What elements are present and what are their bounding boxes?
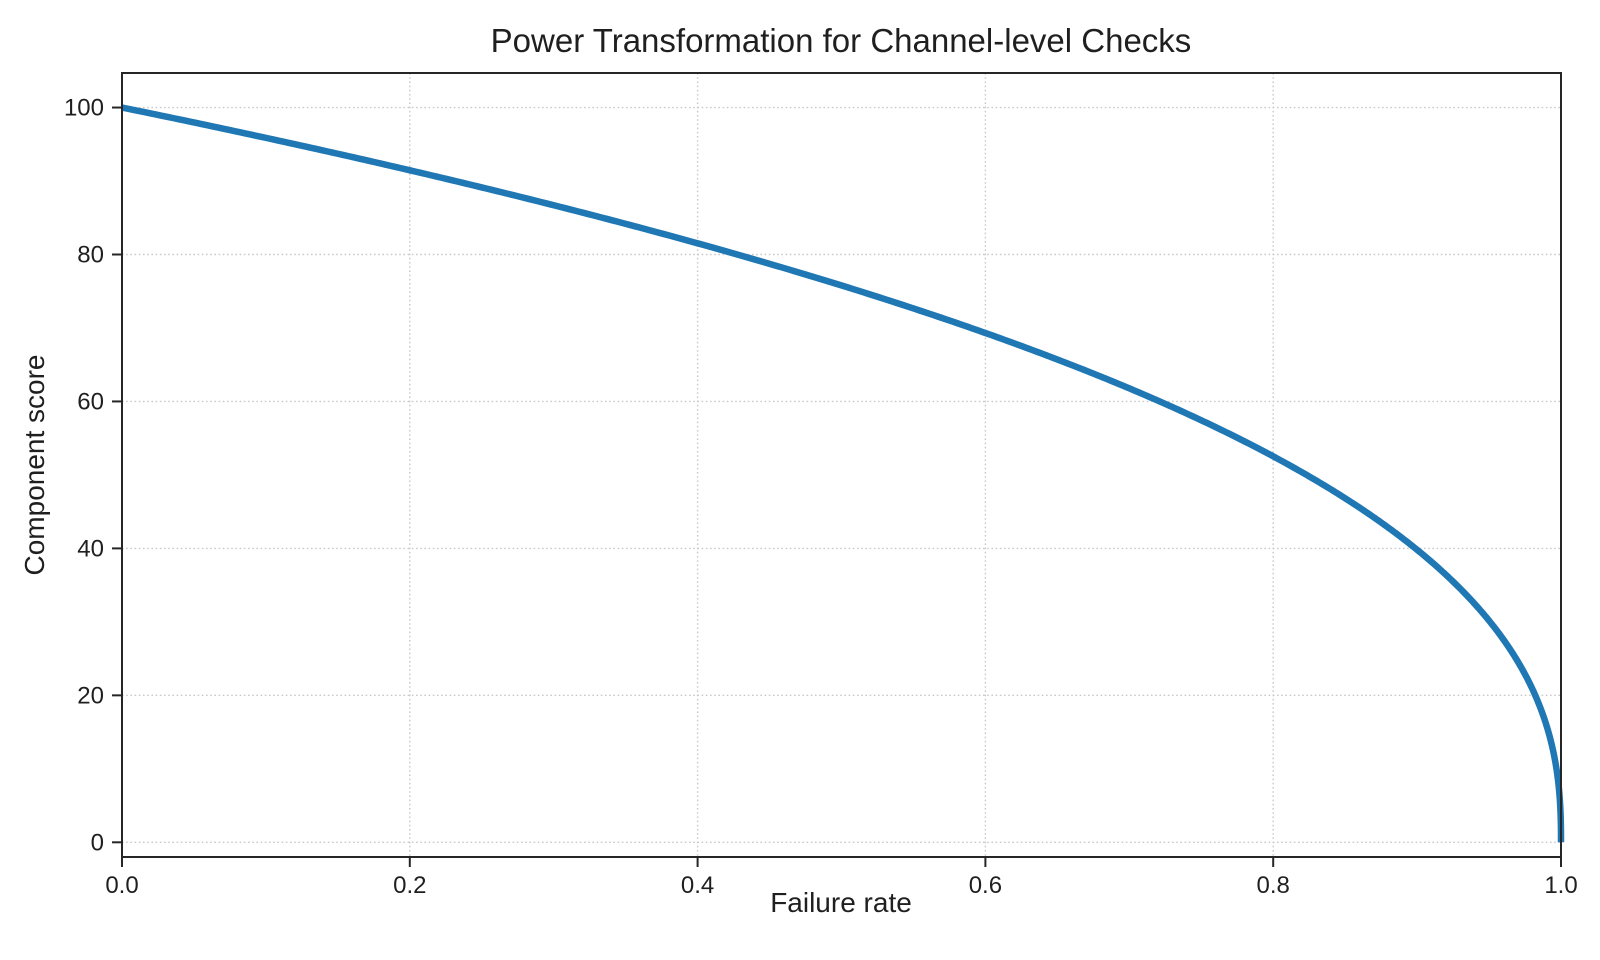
plot-border [121,72,1562,858]
y-tick-label-80: 80 [77,241,104,268]
component-score-curve [121,104,1565,843]
y-tick-label-60: 60 [77,388,104,415]
gridlines [121,73,1562,857]
x-tick-label-0.0: 0.0 [105,872,138,899]
x-tick-label-0.8: 0.8 [1257,872,1290,899]
axis-ticks: 0.0 0.2 0.4 0.6 0.8 1.0 0 20 40 60 80 100 [64,95,1578,899]
x-tick-label-0.6: 0.6 [969,872,1002,899]
x-axis-label: Failure rate [770,887,912,918]
y-axis-label: Component score [19,354,50,575]
y-tick-label-0: 0 [91,829,104,856]
x-tick-label-0.4: 0.4 [681,872,714,899]
x-tick-label-0.2: 0.2 [393,872,426,899]
chart-title: Power Transformation for Channel-level C… [491,22,1192,59]
x-tick-label-1.0: 1.0 [1544,872,1577,899]
series-group [121,104,1565,843]
y-tick-label-40: 40 [77,535,104,562]
y-tick-label-20: 20 [77,682,104,709]
y-tick-label-100: 100 [64,95,104,122]
